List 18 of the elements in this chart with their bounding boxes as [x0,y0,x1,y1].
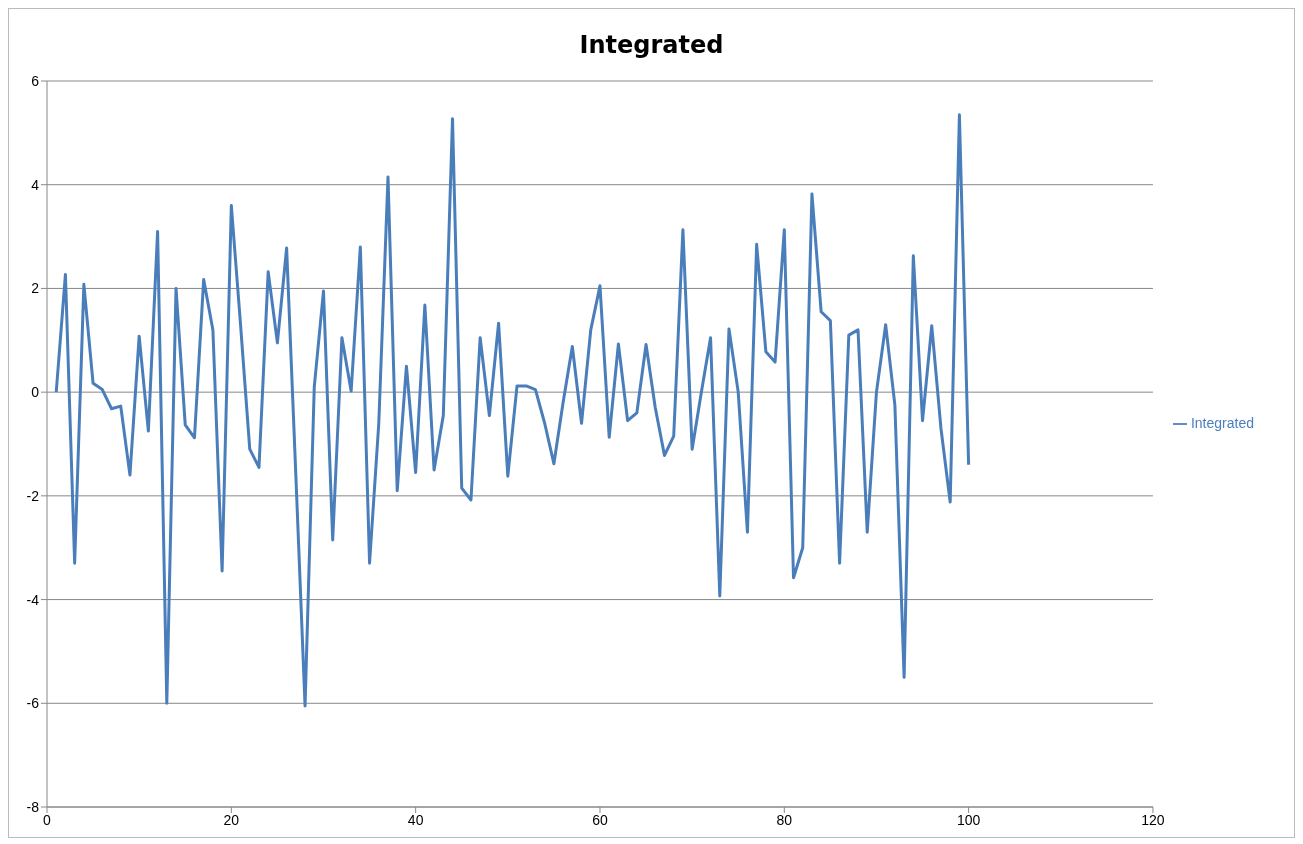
y-tick-label: -4 [26,591,40,608]
y-tick-label: 0 [31,384,40,401]
y-tick-label: 4 [31,176,40,193]
y-tick-label: 6 [31,72,40,89]
chart-title: Integrated [578,31,725,59]
x-tick-label: 120 [1141,811,1165,828]
x-tick-label: 60 [592,811,608,828]
line-series [54,113,971,708]
y-tick-label: -2 [26,487,40,504]
y-tick-label: 2 [31,280,40,297]
x-tick-label: 80 [776,811,793,828]
x-tick-label: 100 [956,811,981,828]
legend-label: Integrated [1190,414,1254,431]
x-tick-label: 20 [223,811,240,828]
y-tick-label: -8 [26,798,40,815]
x-tick-label: 0 [43,811,52,828]
x-tick-label: 40 [407,811,424,828]
y-tick-label: -6 [26,695,40,712]
